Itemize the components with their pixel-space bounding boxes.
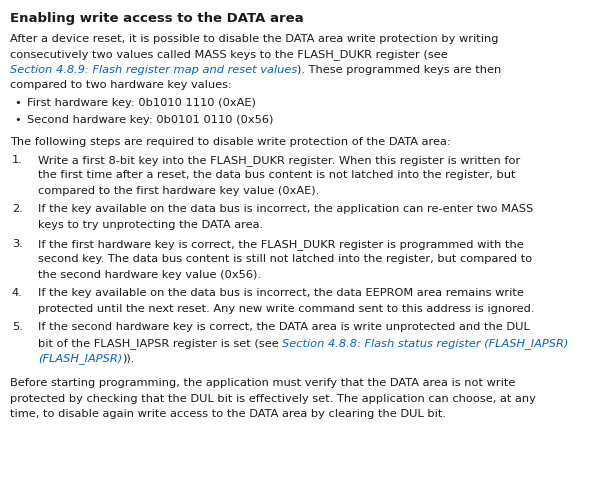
Text: 3.: 3.: [12, 239, 23, 248]
Text: the first time after a reset, the data bus content is not latched into the regis: the first time after a reset, the data b…: [38, 171, 515, 180]
Text: Section 4.8.9: Flash register map and reset values: Section 4.8.9: Flash register map and re…: [10, 65, 297, 75]
Text: Write a first 8-bit key into the FLASH_DUKR register. When this register is writ: Write a first 8-bit key into the FLASH_D…: [38, 155, 520, 166]
Text: If the key available on the data bus is incorrect, the application can re-enter : If the key available on the data bus is …: [38, 205, 533, 214]
Text: Enabling write access to the DATA area: Enabling write access to the DATA area: [10, 12, 304, 25]
Text: •: •: [14, 98, 21, 108]
Text: ). These programmed keys are then: ). These programmed keys are then: [297, 65, 502, 75]
Text: consecutively two values called MASS keys to the FLASH_DUKR register (see: consecutively two values called MASS key…: [10, 49, 448, 61]
Text: If the second hardware key is correct, the DATA area is write unprotected and th: If the second hardware key is correct, t…: [38, 322, 530, 332]
Text: the second hardware key value (0x56).: the second hardware key value (0x56).: [38, 270, 261, 280]
Text: )).: )).: [122, 353, 134, 363]
Text: 5.: 5.: [12, 322, 23, 332]
Text: 4.: 4.: [12, 288, 23, 298]
Text: •: •: [14, 115, 21, 125]
Text: After a device reset, it is possible to disable the DATA area write protection b: After a device reset, it is possible to …: [10, 34, 499, 44]
Text: protected by checking that the DUL bit is effectively set. The application can c: protected by checking that the DUL bit i…: [10, 393, 536, 404]
Text: 2.: 2.: [12, 205, 23, 214]
Text: time, to disable again write access to the DATA area by clearing the DUL bit.: time, to disable again write access to t…: [10, 409, 446, 419]
Text: Section 4.8.8: Flash status register (FLASH_IAPSR): Section 4.8.8: Flash status register (FL…: [283, 338, 569, 349]
Text: The following steps are required to disable write protection of the DATA area:: The following steps are required to disa…: [10, 137, 451, 147]
Text: First hardware key: 0b1010 1110 (0xAE): First hardware key: 0b1010 1110 (0xAE): [27, 98, 256, 108]
Text: If the key available on the data bus is incorrect, the data EEPROM area remains : If the key available on the data bus is …: [38, 288, 524, 298]
Text: second key. The data bus content is still not latched into the register, but com: second key. The data bus content is stil…: [38, 254, 532, 264]
Text: Second hardware key: 0b0101 0110 (0x56): Second hardware key: 0b0101 0110 (0x56): [27, 115, 274, 125]
Text: keys to try unprotecting the DATA area.: keys to try unprotecting the DATA area.: [38, 220, 263, 230]
Text: compared to the first hardware key value (0xAE).: compared to the first hardware key value…: [38, 186, 319, 196]
Text: If the first hardware key is correct, the FLASH_DUKR register is programmed with: If the first hardware key is correct, th…: [38, 239, 524, 249]
Text: protected until the next reset. Any new write command sent to this address is ig: protected until the next reset. Any new …: [38, 304, 535, 314]
Text: (FLASH_IAPSR): (FLASH_IAPSR): [38, 353, 122, 364]
Text: Before starting programming, the application must verify that the DATA area is n: Before starting programming, the applica…: [10, 378, 515, 388]
Text: compared to two hardware key values:: compared to two hardware key values:: [10, 80, 232, 91]
Text: bit of the FLASH_IAPSR register is set (see: bit of the FLASH_IAPSR register is set (…: [38, 338, 283, 349]
Text: 1.: 1.: [12, 155, 23, 165]
